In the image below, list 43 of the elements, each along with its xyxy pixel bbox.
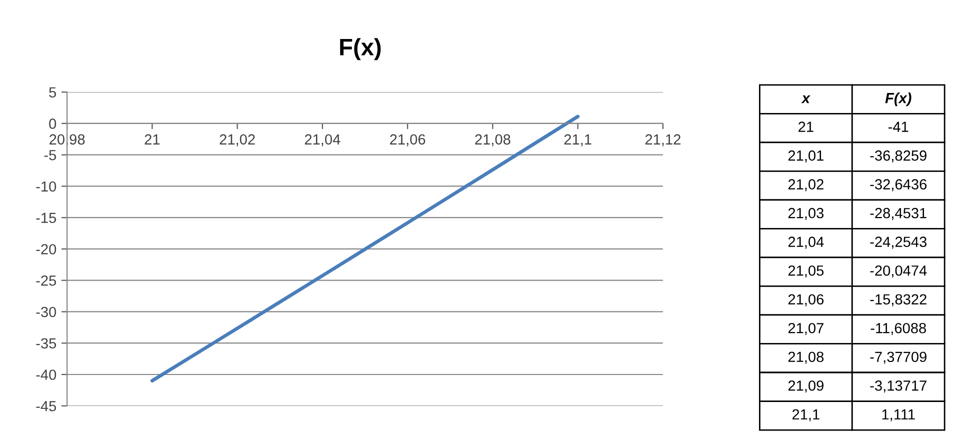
- text: 21,05: [788, 265, 824, 278]
- text: 21,01: [788, 150, 824, 162]
- text: -32,6436: [870, 179, 927, 192]
- y-tick-label: -15: [36, 212, 56, 224]
- text: 21,03: [788, 208, 824, 220]
- y-tick-label: -45: [36, 401, 56, 412]
- text: -3,13717: [870, 380, 926, 393]
- text: -7,37709: [870, 352, 926, 364]
- text: -36,8259: [870, 150, 926, 162]
- x-tick-label: 21,1: [564, 134, 592, 146]
- text: 21,09: [788, 380, 824, 393]
- y-tick-label: -40: [36, 370, 56, 380]
- text: 21,06: [788, 294, 824, 306]
- x-tick-label: 21,12: [645, 134, 680, 146]
- x-tick-label: 21,08: [475, 134, 510, 146]
- text: x: [801, 95, 810, 104]
- y-tick-label: -35: [36, 338, 56, 349]
- y-tick-label: -5: [44, 150, 56, 160]
- y-tick-label: -30: [36, 306, 56, 318]
- y-tick-label: -25: [36, 275, 56, 286]
- x-tick-label: 21: [144, 134, 160, 144]
- text: 21,1: [792, 409, 820, 422]
- x-tick-label: 21,04: [304, 134, 340, 146]
- y-tick-label: -10: [36, 181, 56, 192]
- text: 21,08: [788, 352, 824, 364]
- x-tick-label: 21,02: [220, 134, 255, 146]
- text: -20,0474: [870, 265, 927, 278]
- y-tick-label: -20: [36, 244, 56, 254]
- chart-title: F(x): [340, 38, 381, 60]
- text: 1,111: [882, 409, 915, 422]
- text: -41: [888, 122, 908, 132]
- text: -11,6088: [870, 322, 926, 335]
- text: -28,4531: [870, 208, 926, 220]
- y-tick-label: 0: [49, 118, 56, 129]
- text: 21,04: [788, 236, 824, 249]
- text: 21,07: [788, 322, 824, 335]
- text: 21: [798, 122, 814, 132]
- text: 21,02: [788, 179, 824, 192]
- text: -15,8322: [870, 294, 926, 306]
- y-tick-label: 5: [49, 87, 56, 98]
- x-tick-label: 21,06: [390, 134, 426, 146]
- text: -24,2543: [870, 236, 927, 249]
- text: F(x): [885, 92, 912, 106]
